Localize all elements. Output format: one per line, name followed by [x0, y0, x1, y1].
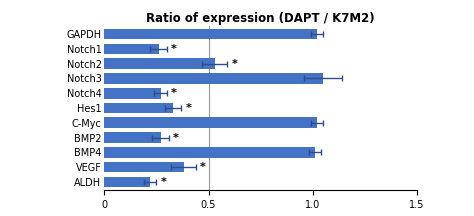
Text: *: *: [171, 88, 177, 98]
Bar: [104, 147, 315, 158]
Title: Ratio of expression (DAPT / K7M2): Ratio of expression (DAPT / K7M2): [146, 12, 375, 25]
Text: *: *: [200, 162, 206, 172]
Bar: [104, 29, 317, 39]
Bar: [104, 118, 317, 128]
Bar: [104, 162, 183, 173]
Text: *: *: [161, 177, 166, 187]
Bar: [104, 73, 323, 84]
Text: *: *: [171, 44, 177, 54]
Text: *: *: [173, 133, 179, 143]
Bar: [104, 43, 158, 54]
Text: *: *: [186, 103, 191, 113]
Bar: [104, 177, 150, 187]
Bar: [104, 103, 173, 113]
Bar: [104, 88, 161, 98]
Bar: [104, 132, 161, 143]
Bar: [104, 58, 215, 69]
Text: *: *: [231, 59, 237, 69]
